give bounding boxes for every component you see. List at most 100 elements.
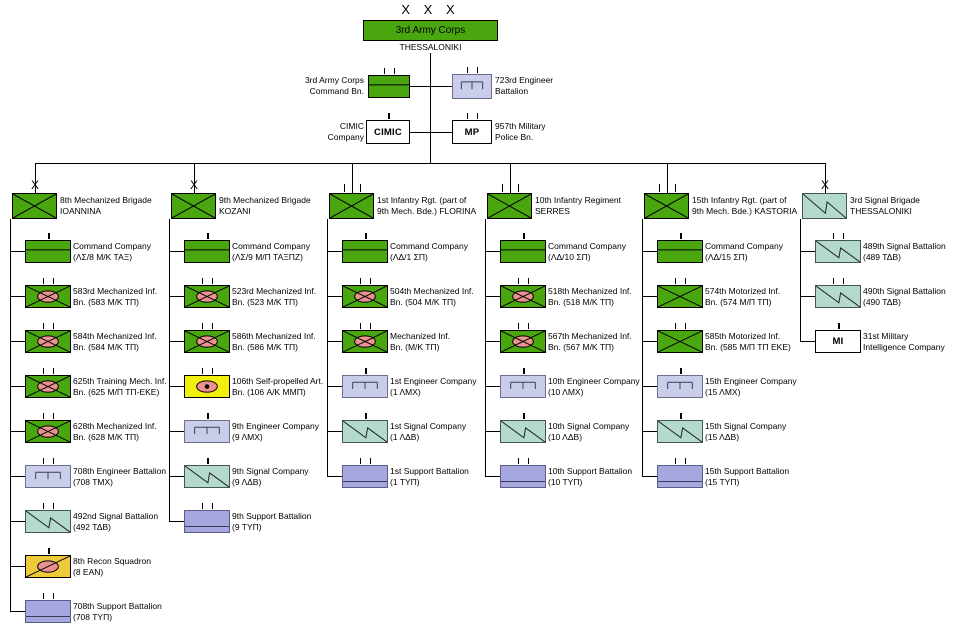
unit-box (184, 240, 230, 263)
support-icon (658, 466, 702, 487)
unit-label: 15th Support Battalion (15 ΤΥΠ) (705, 466, 840, 488)
unit-label-line1: 1st Support Battalion (390, 466, 469, 476)
branch-drop-line (352, 163, 353, 193)
unit-stub-line (10, 611, 25, 612)
unit-echelon-tick (680, 368, 682, 374)
branch-header-label: 1st Infantry Rgt. (part of 9th Mech. Bde.… (377, 195, 517, 217)
branch-header-label: 10th Infantry Regiment SERRES (535, 195, 675, 217)
unit-label-line2: (ΛΔ/10 ΣΠ) (548, 252, 591, 262)
unit-label: 523rd Mechanized Inf. Bn. (523 Μ/Κ ΤΠ) (232, 286, 367, 308)
infantry-icon (658, 286, 702, 307)
unit-box (342, 285, 388, 308)
unit-echelon-tick (527, 323, 529, 329)
unit-box (184, 285, 230, 308)
unit-stub-line (485, 341, 500, 342)
branch-header-box (644, 193, 689, 219)
unit-label-line2: Bn. (574 Μ/Π ΤΠ) (705, 297, 772, 307)
unit-echelon-tick (42, 503, 44, 509)
unit-echelon-tick (842, 233, 844, 239)
unit-label-line1: 8th Mechanized Brigade (60, 195, 152, 205)
unit-stub-line (327, 476, 342, 477)
unit-label-line2: (1 ΛΜΧ) (390, 387, 421, 397)
mech-infantry-icon (26, 376, 70, 397)
battalion-tick (383, 68, 385, 74)
unit-label: 10th Engineer Company (10 ΛΜΧ) (548, 376, 683, 398)
branch-header-label: 3rd Signal Brigade THESSALONIKI (850, 195, 960, 217)
unit-stub-line (169, 251, 184, 252)
unit-box (500, 375, 546, 398)
unit-label-line2: Battalion (495, 86, 529, 96)
branch-drop-line (510, 163, 511, 193)
unit-stub-line (169, 476, 184, 477)
unit-label-line2: (490 ΤΔΒ) (863, 297, 901, 307)
unit-echelon-tick (42, 413, 44, 419)
unit-echelon-tick (52, 278, 54, 284)
unit-label: 1st Signal Company (1 ΛΔΒ) (390, 421, 525, 443)
unit-echelon-tick (211, 278, 213, 284)
unit-box (25, 465, 71, 488)
unit-echelon-tick (517, 278, 519, 284)
unit-box (25, 240, 71, 263)
unit-echelon-tick (52, 368, 54, 374)
unit-label-line1: 585th Motorized Inf. (705, 331, 781, 341)
unit-echelon-tick (527, 458, 529, 464)
unit-label-line1: 490th Signal Battalion (863, 286, 946, 296)
unit-echelon-tick (211, 503, 213, 509)
unit-stub-line (169, 521, 184, 522)
unit-label-line1: 504th Mechanized Inf. (390, 286, 474, 296)
mech-infantry-icon (501, 286, 545, 307)
corps-unit-box: CIMIC (366, 120, 410, 144)
corps-trunk-line (430, 53, 431, 163)
unit-box (500, 420, 546, 443)
unit-label-line1: 583rd Mechanized Inf. (73, 286, 158, 296)
unit-label-line2: (15 ΤΥΠ) (705, 477, 740, 487)
battalion-tick (466, 113, 468, 119)
regiment-tick (658, 184, 660, 192)
unit-echelon-tick (48, 233, 50, 239)
brigade-echelon-x: X (820, 178, 829, 192)
command-icon (501, 241, 545, 262)
unit-label: Command Company (ΛΔ/15 ΣΠ) (705, 241, 840, 263)
unit-stub-line (169, 341, 184, 342)
engineer-icon (501, 376, 545, 397)
unit-box (25, 600, 71, 623)
unit-box (184, 465, 230, 488)
unit-stub-line (10, 521, 25, 522)
unit-box (500, 330, 546, 353)
unit-label: 489th Signal Battalion (489 ΤΔΒ) (863, 241, 960, 263)
mech-infantry-icon (26, 286, 70, 307)
battalion-tick (466, 67, 468, 73)
unit-stub-line (169, 296, 184, 297)
unit-label: 9th Signal Company (9 ΛΔΒ) (232, 466, 367, 488)
unit-label-line1: Command Company (73, 241, 151, 251)
unit-label-line1: 3rd Signal Brigade (850, 195, 920, 205)
unit-echelon-tick (48, 548, 50, 554)
unit-stub-line (485, 476, 500, 477)
unit-echelon-tick (369, 278, 371, 284)
unit-echelon-tick (517, 458, 519, 464)
regiment-tick (501, 184, 503, 192)
unit-stub-line (327, 251, 342, 252)
unit-echelon-tick (359, 278, 361, 284)
unit-label-line2: (9 ΛΜΧ) (232, 432, 263, 442)
unit-echelon-tick (832, 233, 834, 239)
regiment-tick (359, 184, 361, 192)
unit-label: 1st Support Battalion (1 ΤΥΠ) (390, 466, 525, 488)
unit-echelon-tick (201, 368, 203, 374)
unit-stub-line (10, 386, 25, 387)
unit-label-line1: 708th Engineer Battalion (73, 466, 167, 476)
unit-label-line1: 106th Self-propelled Art. (232, 376, 324, 386)
corps-echelon-marks: X X X (401, 2, 460, 17)
corps-box: 3rd Army Corps (363, 20, 498, 41)
unit-stub-line (642, 251, 657, 252)
unit-echelon-tick (674, 323, 676, 329)
unit-box (342, 330, 388, 353)
unit-label-line2: (ΛΣ/9 Μ/Π ΤΑΞΠΖ) (232, 252, 303, 262)
battalion-tick (476, 113, 478, 119)
unit-label-line1: 10th Signal Company (548, 421, 630, 431)
unit-label: 31st Military Intelligence Company (863, 331, 960, 353)
unit-echelon-tick (211, 323, 213, 329)
unit-box (657, 240, 703, 263)
mech-infantry-icon (26, 421, 70, 442)
unit-stub-line (800, 251, 815, 252)
